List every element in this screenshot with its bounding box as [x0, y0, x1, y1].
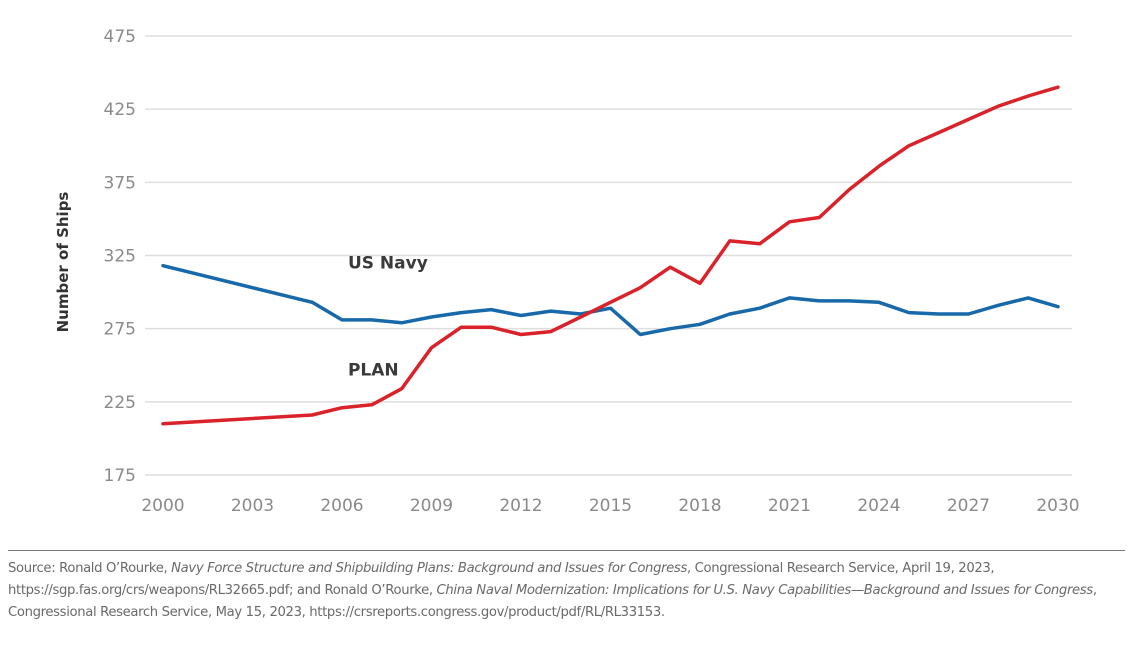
gridlines — [145, 35, 1072, 476]
source-suffix: , Congressional Research Service, May 15… — [8, 582, 1097, 620]
source-prefix: Source: Ronald O’Rourke, — [8, 561, 172, 576]
source-title-1: Navy Force Structure and Shipbuilding Pl… — [171, 561, 687, 576]
x-tick-label: 2000 — [141, 496, 184, 516]
y-axis-title: Number of Ships — [54, 192, 72, 333]
x-tick-label: 2021 — [768, 496, 811, 516]
y-tick-label: 275 — [104, 320, 136, 340]
x-tick-label: 2030 — [1036, 496, 1079, 516]
source-title-2: China Naval Modernization: Implications … — [436, 582, 1094, 598]
series-label-us-navy: US Navy — [348, 254, 428, 274]
x-tick-label: 2003 — [231, 496, 274, 516]
source-note: Source: Ronald O’Rourke, Navy Force Stru… — [8, 558, 1128, 623]
y-tick-labels: 175 225 275 325 375 425 475 — [104, 27, 136, 486]
x-tick-label: 2015 — [589, 496, 632, 516]
x-tick-label: 2024 — [857, 496, 900, 516]
x-tick-label: 2009 — [410, 496, 453, 516]
source-mid: , Congressional Research Service, April … — [8, 561, 995, 598]
x-tick-label: 2027 — [947, 496, 990, 516]
y-tick-label: 375 — [104, 173, 136, 193]
x-tick-labels: 2000 2003 2006 2009 2012 2015 2018 2021 2024 2027… — [141, 496, 1079, 516]
y-tick-label: 175 — [104, 466, 136, 486]
x-tick-label: 2006 — [320, 496, 363, 516]
y-tick-label: 425 — [104, 100, 136, 120]
y-tick-label: 325 — [104, 247, 136, 267]
series-label-plan: PLAN — [348, 360, 399, 380]
source-divider — [8, 550, 1125, 551]
series-line-plan — [161, 85, 1060, 426]
series-labels: US Navy PLAN — [348, 254, 428, 381]
x-tick-label: 2018 — [678, 496, 721, 516]
x-tick-label: 2012 — [499, 496, 542, 516]
series-lines — [161, 85, 1060, 426]
y-tick-label: 225 — [104, 393, 136, 413]
y-tick-label: 475 — [104, 27, 136, 47]
series-line-us-navy — [161, 263, 1060, 337]
